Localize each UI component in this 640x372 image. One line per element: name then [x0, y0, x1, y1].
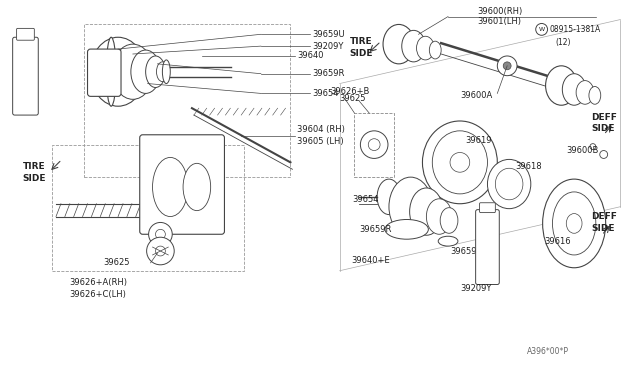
Text: 39625: 39625 — [103, 258, 130, 267]
Ellipse shape — [590, 144, 596, 150]
Bar — [84, 25, 291, 177]
Ellipse shape — [156, 230, 165, 239]
Ellipse shape — [146, 56, 165, 87]
Ellipse shape — [503, 62, 511, 70]
Ellipse shape — [429, 41, 441, 59]
Ellipse shape — [156, 62, 168, 81]
Ellipse shape — [148, 222, 172, 246]
Ellipse shape — [383, 25, 415, 64]
Text: SIDE: SIDE — [22, 174, 46, 183]
Ellipse shape — [426, 199, 452, 234]
Ellipse shape — [152, 157, 188, 217]
Text: 39626+A(RH): 39626+A(RH) — [69, 278, 127, 287]
Text: TIRE: TIRE — [22, 162, 45, 171]
Ellipse shape — [156, 246, 165, 256]
Ellipse shape — [536, 23, 548, 35]
Text: 39209Y: 39209Y — [312, 42, 344, 51]
Text: 39601(LH): 39601(LH) — [477, 17, 522, 26]
Ellipse shape — [183, 163, 211, 211]
Text: A396*00*P: A396*00*P — [527, 347, 569, 356]
Ellipse shape — [566, 214, 582, 233]
Ellipse shape — [497, 56, 517, 76]
Text: 39600(RH): 39600(RH) — [477, 7, 523, 16]
Bar — [355, 113, 394, 177]
Text: 39616: 39616 — [545, 237, 572, 246]
Ellipse shape — [589, 87, 601, 104]
Ellipse shape — [377, 179, 401, 215]
Text: 39618: 39618 — [515, 162, 541, 171]
Ellipse shape — [131, 50, 161, 93]
Ellipse shape — [360, 131, 388, 158]
Text: 39626+B: 39626+B — [330, 87, 369, 96]
Text: 39659U: 39659U — [312, 30, 345, 39]
Ellipse shape — [545, 66, 577, 105]
FancyBboxPatch shape — [140, 135, 225, 234]
Text: (12): (12) — [556, 38, 571, 46]
Text: 39600B: 39600B — [566, 146, 598, 155]
Ellipse shape — [440, 208, 458, 233]
Ellipse shape — [385, 219, 428, 239]
Text: 39640: 39640 — [298, 51, 324, 61]
Text: 39619: 39619 — [466, 136, 492, 145]
FancyBboxPatch shape — [476, 210, 499, 285]
Text: SIDE: SIDE — [591, 124, 614, 134]
Ellipse shape — [438, 236, 458, 246]
Text: DEFF: DEFF — [591, 212, 617, 221]
Text: W: W — [539, 27, 545, 32]
Ellipse shape — [368, 139, 380, 151]
Text: SIDE: SIDE — [349, 48, 373, 58]
FancyBboxPatch shape — [13, 37, 38, 115]
Ellipse shape — [112, 44, 154, 99]
Text: TIRE: TIRE — [349, 37, 372, 46]
Ellipse shape — [389, 177, 432, 236]
Ellipse shape — [563, 74, 586, 105]
Text: 39625: 39625 — [340, 94, 366, 103]
Ellipse shape — [163, 60, 170, 84]
Ellipse shape — [410, 188, 443, 235]
Text: 39659R: 39659R — [360, 225, 392, 234]
Text: DEFF: DEFF — [591, 113, 617, 122]
Text: SIDE: SIDE — [591, 224, 614, 233]
Ellipse shape — [495, 168, 523, 200]
Ellipse shape — [576, 81, 594, 104]
Ellipse shape — [488, 160, 531, 209]
Bar — [52, 145, 244, 271]
Ellipse shape — [552, 192, 596, 255]
Ellipse shape — [417, 36, 435, 60]
Ellipse shape — [422, 121, 497, 204]
Ellipse shape — [402, 31, 426, 62]
Ellipse shape — [147, 237, 174, 265]
Ellipse shape — [432, 131, 488, 194]
Text: 39604 (RH): 39604 (RH) — [298, 125, 345, 134]
Text: 39605 (LH): 39605 (LH) — [298, 137, 344, 146]
Text: 39659U: 39659U — [450, 247, 483, 257]
Text: 39626+C(LH): 39626+C(LH) — [69, 290, 125, 299]
FancyBboxPatch shape — [17, 28, 35, 40]
Ellipse shape — [90, 37, 146, 106]
FancyBboxPatch shape — [88, 49, 121, 96]
Text: 39654: 39654 — [312, 89, 339, 98]
Ellipse shape — [543, 179, 605, 268]
Text: 39600A: 39600A — [460, 91, 492, 100]
Text: 39640+E: 39640+E — [351, 256, 390, 265]
Text: 39209Y: 39209Y — [460, 284, 492, 293]
FancyBboxPatch shape — [479, 203, 495, 212]
Text: 39659R: 39659R — [312, 69, 344, 78]
Text: 08915-1381A: 08915-1381A — [550, 25, 601, 34]
Text: 39654: 39654 — [353, 195, 379, 204]
Ellipse shape — [450, 153, 470, 172]
Ellipse shape — [106, 37, 116, 106]
Ellipse shape — [600, 151, 607, 158]
